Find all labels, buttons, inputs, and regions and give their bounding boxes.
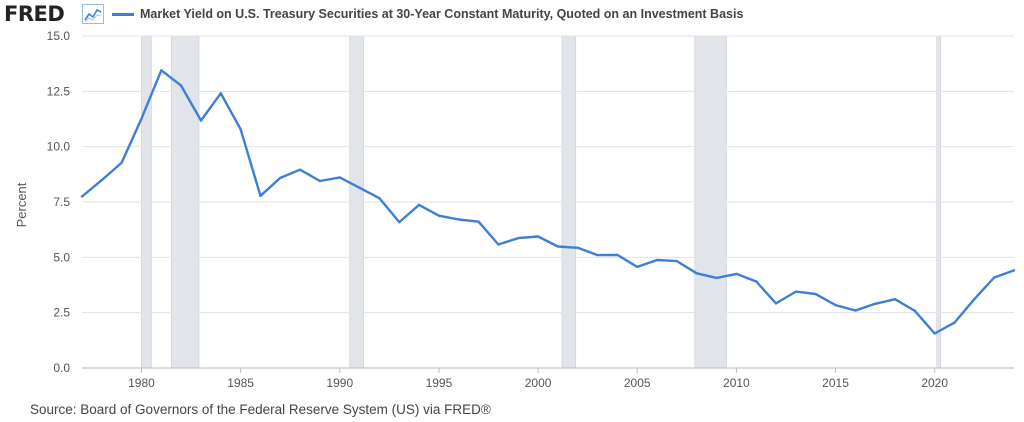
data-point-1987[interactable] xyxy=(279,176,282,180)
y-tick-label-6: 15.0 xyxy=(47,29,71,43)
data-point-1978[interactable] xyxy=(100,178,104,182)
y-tick-label-0: 0.0 xyxy=(53,361,70,375)
data-point-2003[interactable] xyxy=(596,253,599,257)
y-tick-label-1: 2.5 xyxy=(53,306,70,320)
data-point-2010[interactable] xyxy=(735,272,738,276)
line-chart-icon xyxy=(82,4,104,24)
y-axis-label: Percent xyxy=(14,182,29,227)
data-point-2015[interactable] xyxy=(834,303,837,307)
series-layer xyxy=(80,69,1016,335)
series-line-0[interactable] xyxy=(80,69,1016,335)
data-point-2002[interactable] xyxy=(576,246,579,250)
data-point-1982[interactable] xyxy=(179,84,183,87)
data-point-2012[interactable] xyxy=(774,302,778,305)
legend: Market Yield on U.S. Treasury Securities… xyxy=(112,7,743,21)
axes xyxy=(82,367,1014,373)
data-point-1979[interactable] xyxy=(120,161,123,164)
data-point-2001[interactable] xyxy=(556,245,560,248)
data-point-1985[interactable] xyxy=(239,127,242,131)
x-tick-label-2: 1990 xyxy=(326,376,353,390)
data-point-2007[interactable] xyxy=(675,259,679,263)
data-point-2022[interactable] xyxy=(973,297,976,301)
y-tick-labels: 0.0 2.5 5.0 7.5 10.0 12.5 15.0 xyxy=(47,29,71,375)
source-note: Source: Board of Governors of the Federa… xyxy=(30,402,491,417)
data-point-1981[interactable] xyxy=(160,69,163,72)
x-tick-label-3: 1995 xyxy=(426,376,453,390)
data-point-2000[interactable] xyxy=(536,235,540,238)
data-point-2021[interactable] xyxy=(953,321,956,324)
data-point-1994[interactable] xyxy=(417,203,421,207)
y-tick-label-4: 10.0 xyxy=(47,140,71,154)
line-chart: Percent 0.02.55.07.510.012.515.0 1980 198… xyxy=(14,29,1016,390)
data-point-2016[interactable] xyxy=(854,309,857,312)
header: FRED Market Yield on U.S. Treasury Secur… xyxy=(0,0,1024,30)
x-tick-label-1: 1985 xyxy=(227,376,254,390)
gridlines xyxy=(82,35,1014,314)
data-point-2023[interactable] xyxy=(992,276,996,279)
x-tick-label-7: 2015 xyxy=(822,376,849,390)
legend-swatch xyxy=(112,12,134,16)
data-point-1998[interactable] xyxy=(497,243,500,246)
data-point-1988[interactable] xyxy=(298,168,302,171)
data-point-2017[interactable] xyxy=(873,302,877,306)
legend-series-label: Market Yield on U.S. Treasury Securities… xyxy=(140,7,744,21)
data-point-2006[interactable] xyxy=(655,258,659,262)
x-tick-label-0: 1980 xyxy=(128,376,155,390)
x-tick-labels: 1980 1985 1990 1995 2000 2005 2010 2015 2020 xyxy=(128,376,948,390)
data-point-2018[interactable] xyxy=(893,297,897,301)
data-point-1992[interactable] xyxy=(378,197,381,200)
data-point-1997[interactable] xyxy=(477,220,480,223)
y-tick-label-2: 5.0 xyxy=(53,250,70,264)
x-tick-label-4: 2000 xyxy=(525,376,552,390)
x-tick-label-5: 2005 xyxy=(624,376,651,390)
data-point-2024[interactable] xyxy=(1012,269,1016,272)
data-point-1995[interactable] xyxy=(437,214,441,217)
data-point-2009[interactable] xyxy=(715,276,718,280)
data-point-1983[interactable] xyxy=(199,119,203,122)
data-point-2004[interactable] xyxy=(616,253,619,257)
data-point-1996[interactable] xyxy=(457,218,460,221)
data-point-2014[interactable] xyxy=(814,292,817,296)
data-point-1984[interactable] xyxy=(219,92,223,95)
data-point-1980[interactable] xyxy=(140,117,143,120)
data-point-2008[interactable] xyxy=(695,272,698,275)
data-point-1990[interactable] xyxy=(338,176,341,179)
fred-logo[interactable]: FRED xyxy=(4,2,65,26)
data-point-1993[interactable] xyxy=(398,220,401,224)
x-tick-label-8: 2020 xyxy=(921,376,948,390)
data-point-1986[interactable] xyxy=(259,194,262,198)
y-tick-label-3: 7.5 xyxy=(53,195,70,209)
data-point-2019[interactable] xyxy=(913,309,917,313)
x-tick-label-6: 2010 xyxy=(723,376,750,390)
y-tick-label-5: 12.5 xyxy=(47,84,71,98)
data-point-2013[interactable] xyxy=(794,290,798,293)
data-point-2011[interactable] xyxy=(755,280,758,283)
data-point-1991[interactable] xyxy=(358,186,361,190)
data-point-2005[interactable] xyxy=(636,265,639,269)
data-point-1989[interactable] xyxy=(318,179,322,183)
data-point-2020[interactable] xyxy=(933,332,936,335)
data-point-1977[interactable] xyxy=(80,195,84,198)
data-point-1999[interactable] xyxy=(517,236,520,240)
